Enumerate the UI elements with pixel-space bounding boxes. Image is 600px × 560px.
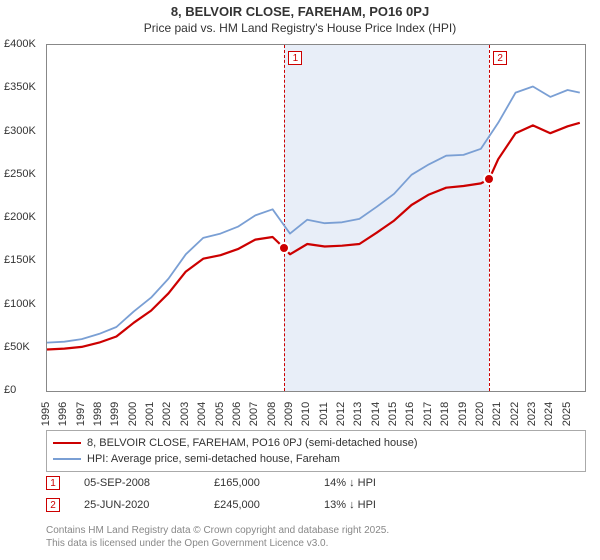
x-tick-label: 2016: [404, 402, 416, 426]
y-tick-label: £400K: [0, 38, 48, 50]
x-tick-label: 2009: [283, 402, 295, 426]
x-tick-label: 2007: [248, 402, 260, 426]
x-tick-label: 2005: [214, 402, 226, 426]
x-tick-label: 2013: [352, 402, 364, 426]
y-tick-label: £250K: [0, 168, 48, 180]
transaction-hpi-delta: 14% ↓ HPI: [324, 477, 444, 489]
x-tick-label: 2023: [526, 402, 538, 426]
x-tick-label: 2022: [509, 402, 521, 426]
x-tick-label: 2018: [439, 402, 451, 426]
series-line-hpi: [47, 87, 580, 343]
chart-svg: [47, 45, 585, 391]
x-tick-label: 2014: [370, 402, 382, 426]
y-tick-label: £200K: [0, 211, 48, 223]
footer-line: This data is licensed under the Open Gov…: [46, 537, 586, 550]
x-tick-label: 2020: [474, 402, 486, 426]
table-row: 2 25-JUN-2020 £245,000 13% ↓ HPI: [46, 494, 586, 516]
transaction-date: 05-SEP-2008: [84, 477, 214, 489]
x-tick-label: 2012: [335, 402, 347, 426]
x-tick-label: 2006: [231, 402, 243, 426]
chart-transaction-marker: 2: [493, 51, 507, 65]
y-tick-label: £300K: [0, 125, 48, 137]
x-tick-label: 2025: [561, 402, 573, 426]
transaction-marker: 1: [46, 476, 60, 490]
x-tick-label: 2011: [318, 402, 330, 426]
transaction-price: £165,000: [214, 477, 324, 489]
y-tick-label: £100K: [0, 298, 48, 310]
legend-label: HPI: Average price, semi-detached house,…: [87, 453, 340, 465]
transaction-marker: 2: [46, 498, 60, 512]
x-tick-label: 2010: [300, 402, 312, 426]
legend-swatch: [53, 442, 81, 445]
x-tick-label: 2017: [422, 402, 434, 426]
series-line-price_paid: [47, 123, 580, 350]
x-tick-label: 1996: [57, 402, 69, 426]
x-tick-label: 2004: [196, 402, 208, 426]
x-tick-label: 1997: [75, 402, 87, 426]
chart-title-address: 8, BELVOIR CLOSE, FAREHAM, PO16 0PJ: [0, 4, 600, 19]
x-tick-label: 2002: [161, 402, 173, 426]
title-block: 8, BELVOIR CLOSE, FAREHAM, PO16 0PJ Pric…: [0, 0, 600, 35]
x-tick-label: 2019: [457, 402, 469, 426]
y-tick-label: £0: [0, 384, 48, 396]
chart-subtitle: Price paid vs. HM Land Registry's House …: [0, 21, 600, 35]
transaction-dot: [483, 173, 495, 185]
y-tick-label: £50K: [0, 341, 48, 353]
chart-plot-area: 12: [46, 44, 586, 392]
y-tick-label: £350K: [0, 81, 48, 93]
legend-swatch: [53, 458, 81, 460]
legend-label: 8, BELVOIR CLOSE, FAREHAM, PO16 0PJ (sem…: [87, 437, 418, 449]
y-tick-label: £150K: [0, 254, 48, 266]
x-tick-label: 2008: [266, 402, 278, 426]
footer-line: Contains HM Land Registry data © Crown c…: [46, 524, 586, 537]
legend-item: 8, BELVOIR CLOSE, FAREHAM, PO16 0PJ (sem…: [53, 435, 579, 451]
legend: 8, BELVOIR CLOSE, FAREHAM, PO16 0PJ (sem…: [46, 430, 586, 472]
table-row: 1 05-SEP-2008 £165,000 14% ↓ HPI: [46, 472, 586, 494]
x-tick-label: 2024: [543, 402, 555, 426]
legend-item: HPI: Average price, semi-detached house,…: [53, 451, 579, 467]
x-tick-label: 2003: [179, 402, 191, 426]
x-tick-label: 2021: [491, 402, 503, 426]
transaction-date: 25-JUN-2020: [84, 499, 214, 511]
x-tick-label: 1995: [40, 402, 52, 426]
x-tick-label: 1998: [92, 402, 104, 426]
chart-container: 8, BELVOIR CLOSE, FAREHAM, PO16 0PJ Pric…: [0, 0, 600, 560]
transaction-dot: [278, 242, 290, 254]
transaction-price: £245,000: [214, 499, 324, 511]
transactions-table: 1 05-SEP-2008 £165,000 14% ↓ HPI 2 25-JU…: [46, 472, 586, 516]
transaction-hpi-delta: 13% ↓ HPI: [324, 499, 444, 511]
footer-attribution: Contains HM Land Registry data © Crown c…: [46, 524, 586, 550]
x-tick-label: 2015: [387, 402, 399, 426]
x-tick-label: 2001: [144, 402, 156, 426]
x-tick-label: 2000: [127, 402, 139, 426]
x-tick-label: 1999: [109, 402, 121, 426]
chart-transaction-marker: 1: [288, 51, 302, 65]
